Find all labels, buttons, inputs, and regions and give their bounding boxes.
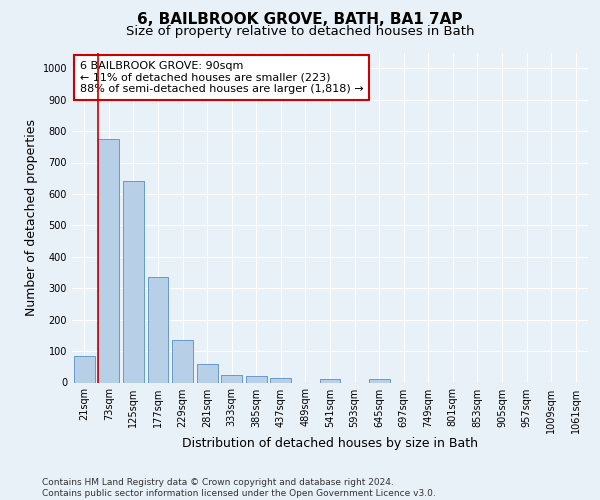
Bar [246,376,267,382]
Bar [172,340,193,382]
Bar [368,378,389,382]
Bar [221,374,242,382]
Bar [74,356,95,382]
Y-axis label: Number of detached properties: Number of detached properties [25,119,38,316]
Text: 6, BAILBROOK GROVE, BATH, BA1 7AP: 6, BAILBROOK GROVE, BATH, BA1 7AP [137,12,463,28]
Bar [271,378,292,382]
Bar [98,139,119,382]
Text: Contains HM Land Registry data © Crown copyright and database right 2024.
Contai: Contains HM Land Registry data © Crown c… [42,478,436,498]
Text: Size of property relative to detached houses in Bath: Size of property relative to detached ho… [126,25,474,38]
Bar [123,182,144,382]
Text: 6 BAILBROOK GROVE: 90sqm
← 11% of detached houses are smaller (223)
88% of semi-: 6 BAILBROOK GROVE: 90sqm ← 11% of detach… [80,60,364,94]
Bar [197,364,218,382]
X-axis label: Distribution of detached houses by size in Bath: Distribution of detached houses by size … [182,437,478,450]
Bar [148,277,169,382]
Bar [320,378,340,382]
